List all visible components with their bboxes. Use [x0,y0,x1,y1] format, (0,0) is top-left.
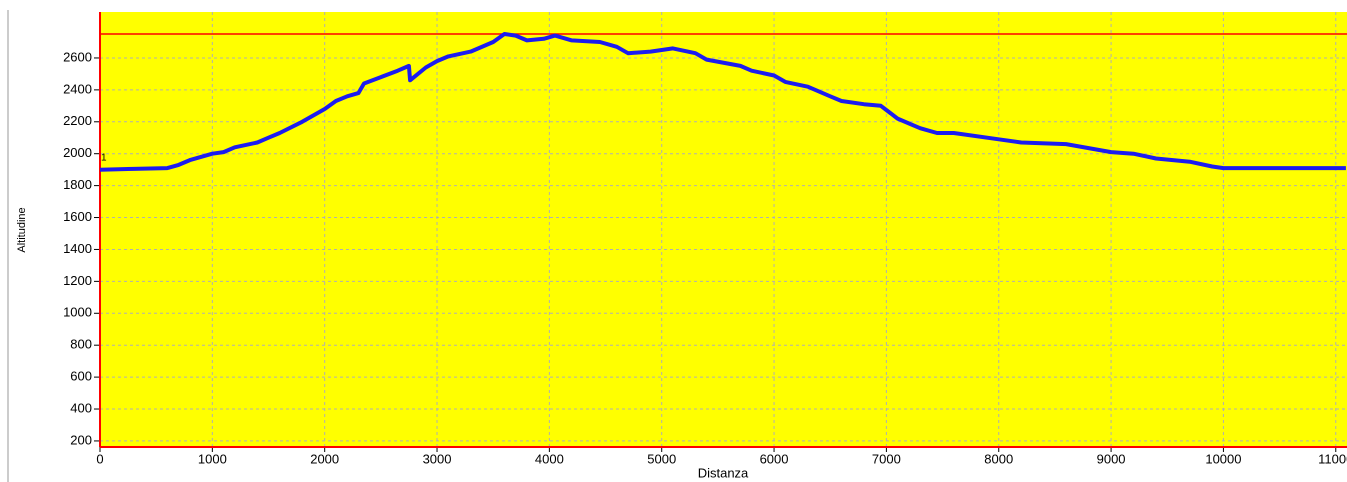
profile-line [99,32,1346,172]
x-tick-label: 9000 [1097,451,1126,466]
x-axis-label: Distanza [698,465,749,480]
x-tick-label: 2000 [310,451,339,466]
y-tick-label: 600 [70,369,92,384]
x-tick-label: 10000 [1205,451,1241,466]
x-tick-label: 11000 [1318,451,1347,466]
y-tick-label: 400 [70,400,92,415]
x-tick-label: 1000 [198,451,227,466]
x-tick-label: 6000 [760,451,789,466]
x-tick-label: 8000 [984,451,1013,466]
x-tick-label: 4000 [535,451,564,466]
y-tick-label: 200 [70,432,92,447]
y-tick-label: 1800 [63,177,92,192]
plot-area [100,12,1347,447]
x-tick-label: 5000 [647,451,676,466]
y-tick-label: 2400 [63,81,92,96]
annotation: 1 [101,153,107,164]
y-axis-label: Altitudine [16,207,28,252]
y-tick-label: 1000 [63,305,92,320]
y-tick-label: 2600 [63,49,92,64]
y-tick-label: 1600 [63,209,92,224]
x-tick-label: 3000 [423,451,452,466]
y-tick-label: 1400 [63,241,92,256]
y-tick-label: 2000 [63,145,92,160]
x-tick-label: 7000 [872,451,901,466]
y-tick-label: 2200 [63,113,92,128]
y-tick-label: 1200 [63,273,92,288]
y-tick-label: 800 [70,337,92,352]
x-tick-label: 0 [96,451,103,466]
